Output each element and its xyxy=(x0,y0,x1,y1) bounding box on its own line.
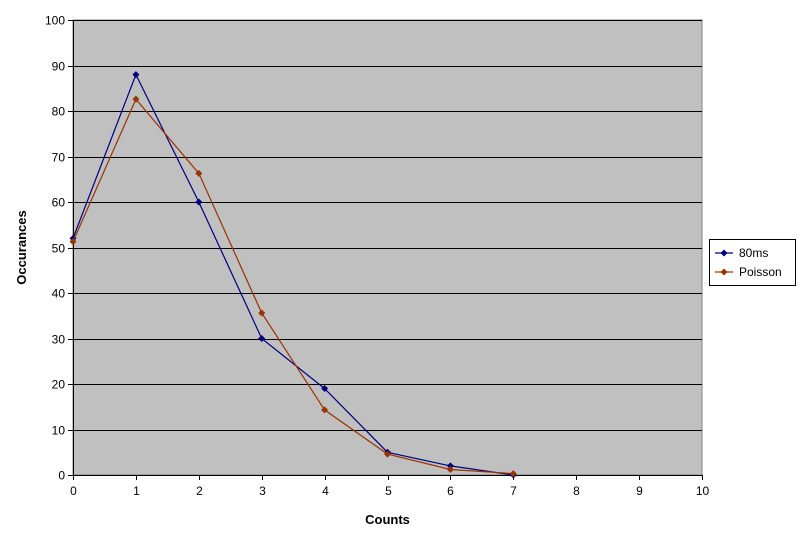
series-1 xyxy=(69,95,517,478)
series-1-point-1 xyxy=(132,95,140,103)
x-tick-label-3: 3 xyxy=(259,484,266,498)
y-tick-label-0: 0 xyxy=(58,469,65,483)
y-axis-title: Occurances xyxy=(14,210,29,284)
x-tick-label-2: 2 xyxy=(196,484,203,498)
series-0-point-6 xyxy=(446,462,454,470)
series-group xyxy=(69,71,517,479)
series-1-point-6 xyxy=(446,466,454,474)
plot-area xyxy=(72,19,703,476)
series-0-point-2 xyxy=(195,198,203,206)
y-tick-label-10: 10 xyxy=(52,424,66,438)
series-1-point-0 xyxy=(69,238,77,246)
y-tick-labels: 0 10 20 30 40 50 60 70 80 90 100 xyxy=(45,14,73,483)
legend-label-1: Poisson xyxy=(739,265,782,279)
x-tick-label-5: 5 xyxy=(385,484,392,498)
x-tick-label-1: 1 xyxy=(133,484,140,498)
gridlines xyxy=(73,20,702,431)
axes xyxy=(73,20,702,476)
series-line-1 xyxy=(72,98,514,475)
x-tick-label-6: 6 xyxy=(447,484,454,498)
legend-marker-1 xyxy=(720,268,728,276)
y-tick-label-30: 30 xyxy=(52,333,66,347)
x-tick-label-10: 10 xyxy=(696,484,710,498)
legend-item-0: 80ms xyxy=(715,246,768,260)
y-tick-label-40: 40 xyxy=(52,287,66,301)
y-tick-label-50: 50 xyxy=(52,242,66,256)
y-tick-label-100: 100 xyxy=(45,14,65,28)
legend-label-0: 80ms xyxy=(739,246,768,260)
legend-marker-0 xyxy=(720,249,728,257)
x-tick-label-7: 7 xyxy=(510,484,517,498)
x-tick-label-9: 9 xyxy=(636,484,643,498)
series-1-point-4 xyxy=(321,406,329,414)
legend-item-1: Poisson xyxy=(715,265,782,279)
series-1-point-2 xyxy=(195,169,203,177)
x-tick-label-0: 0 xyxy=(70,484,77,498)
x-axis-title: Counts xyxy=(365,512,410,527)
x-tick-label-8: 8 xyxy=(573,484,580,498)
y-tick-label-20: 20 xyxy=(52,378,66,392)
series-0-point-4 xyxy=(321,385,329,393)
series-line-0 xyxy=(72,73,514,476)
series-1-point-5 xyxy=(384,450,391,458)
series-0-point-1 xyxy=(132,71,140,79)
x-tick-labels: 0 1 2 3 4 5 6 7 8 9 10 xyxy=(70,475,709,498)
series-1-point-7 xyxy=(509,470,517,478)
y-tick-label-80: 80 xyxy=(52,105,66,119)
legend-box xyxy=(709,239,796,286)
series-0-point-3 xyxy=(258,335,266,342)
y-tick-label-70: 70 xyxy=(52,151,66,165)
series-1-point-3 xyxy=(258,309,266,317)
x-tick-label-4: 4 xyxy=(322,484,329,498)
y-tick-label-90: 90 xyxy=(52,60,66,74)
y-tick-label-60: 60 xyxy=(52,196,66,210)
legend: 80ms Poisson xyxy=(709,239,796,286)
